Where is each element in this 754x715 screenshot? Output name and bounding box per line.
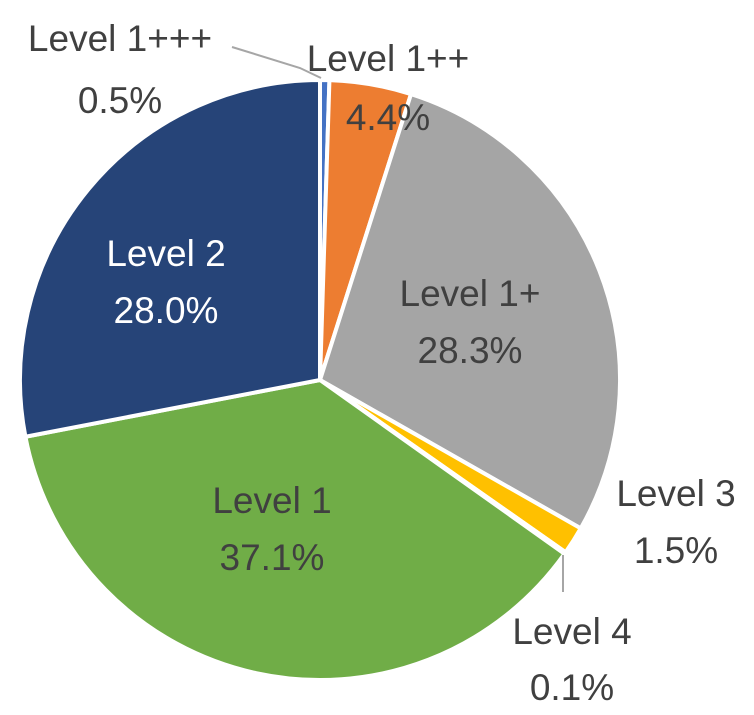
slice-name-label: Level 3 bbox=[616, 473, 735, 514]
slice-name-label: Level 1+ bbox=[400, 273, 541, 314]
slice-value-label: 28.0% bbox=[114, 290, 219, 331]
slice-level-2 bbox=[18, 77, 322, 440]
slice-value-label: 1.5% bbox=[634, 530, 718, 571]
slice-value-label: 0.5% bbox=[78, 80, 162, 121]
slice-level-1p bbox=[317, 91, 622, 532]
slice-value-label: 28.3% bbox=[418, 330, 523, 371]
slice-name-label: Level 1++ bbox=[307, 38, 470, 79]
slice-value-label: 37.1% bbox=[220, 537, 325, 578]
slice-name-label: Level 2 bbox=[106, 233, 225, 274]
slice-name-label: Level 4 bbox=[512, 611, 631, 652]
slice-name-label: Level 1 bbox=[212, 480, 331, 521]
leader-line bbox=[231, 46, 322, 79]
slice-name-label: Level 1+++ bbox=[28, 18, 212, 59]
slice-value-label: 4.4% bbox=[346, 97, 430, 138]
slice-level-1 bbox=[23, 377, 568, 682]
slice-value-label: 0.1% bbox=[530, 667, 614, 708]
